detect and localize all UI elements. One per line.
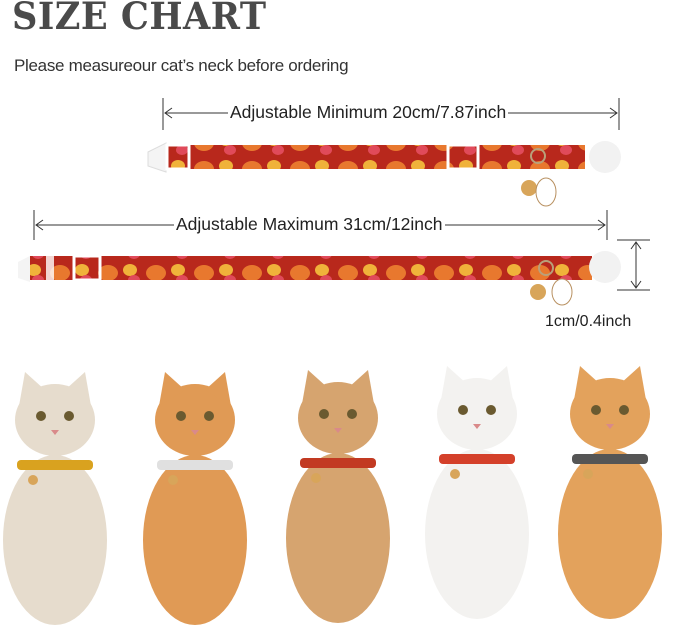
cat-collar — [439, 454, 515, 464]
width-label: 1cm/0.4inch — [545, 313, 632, 330]
bell-icon — [530, 284, 546, 300]
cat-collar — [157, 460, 233, 470]
collar-maximum — [18, 251, 621, 306]
subtitle: Please measureour cat’s neck before orde… — [14, 56, 349, 75]
collar-minimum — [147, 141, 621, 207]
cream-cat — [3, 372, 107, 625]
width-dimension-arrow — [617, 239, 650, 291]
tan-cat — [286, 370, 390, 623]
orange-cat — [143, 372, 247, 625]
cat-collar — [300, 458, 376, 468]
page-title: SIZE CHART — [12, 0, 267, 38]
cat-charm-icon — [551, 278, 573, 306]
minimum-size-label: Adjustable Minimum 20cm/7.87inch — [228, 102, 509, 123]
maximum-size-label: Adjustable Maximum 31cm/12inch — [174, 214, 445, 235]
white-cat — [425, 366, 529, 619]
cat-photos — [3, 366, 662, 625]
cat-collar — [572, 454, 648, 464]
bell-icon — [521, 180, 537, 196]
orange-cat-winking — [558, 366, 662, 619]
cat-collar — [17, 460, 93, 470]
cat-charm-icon — [535, 177, 557, 207]
